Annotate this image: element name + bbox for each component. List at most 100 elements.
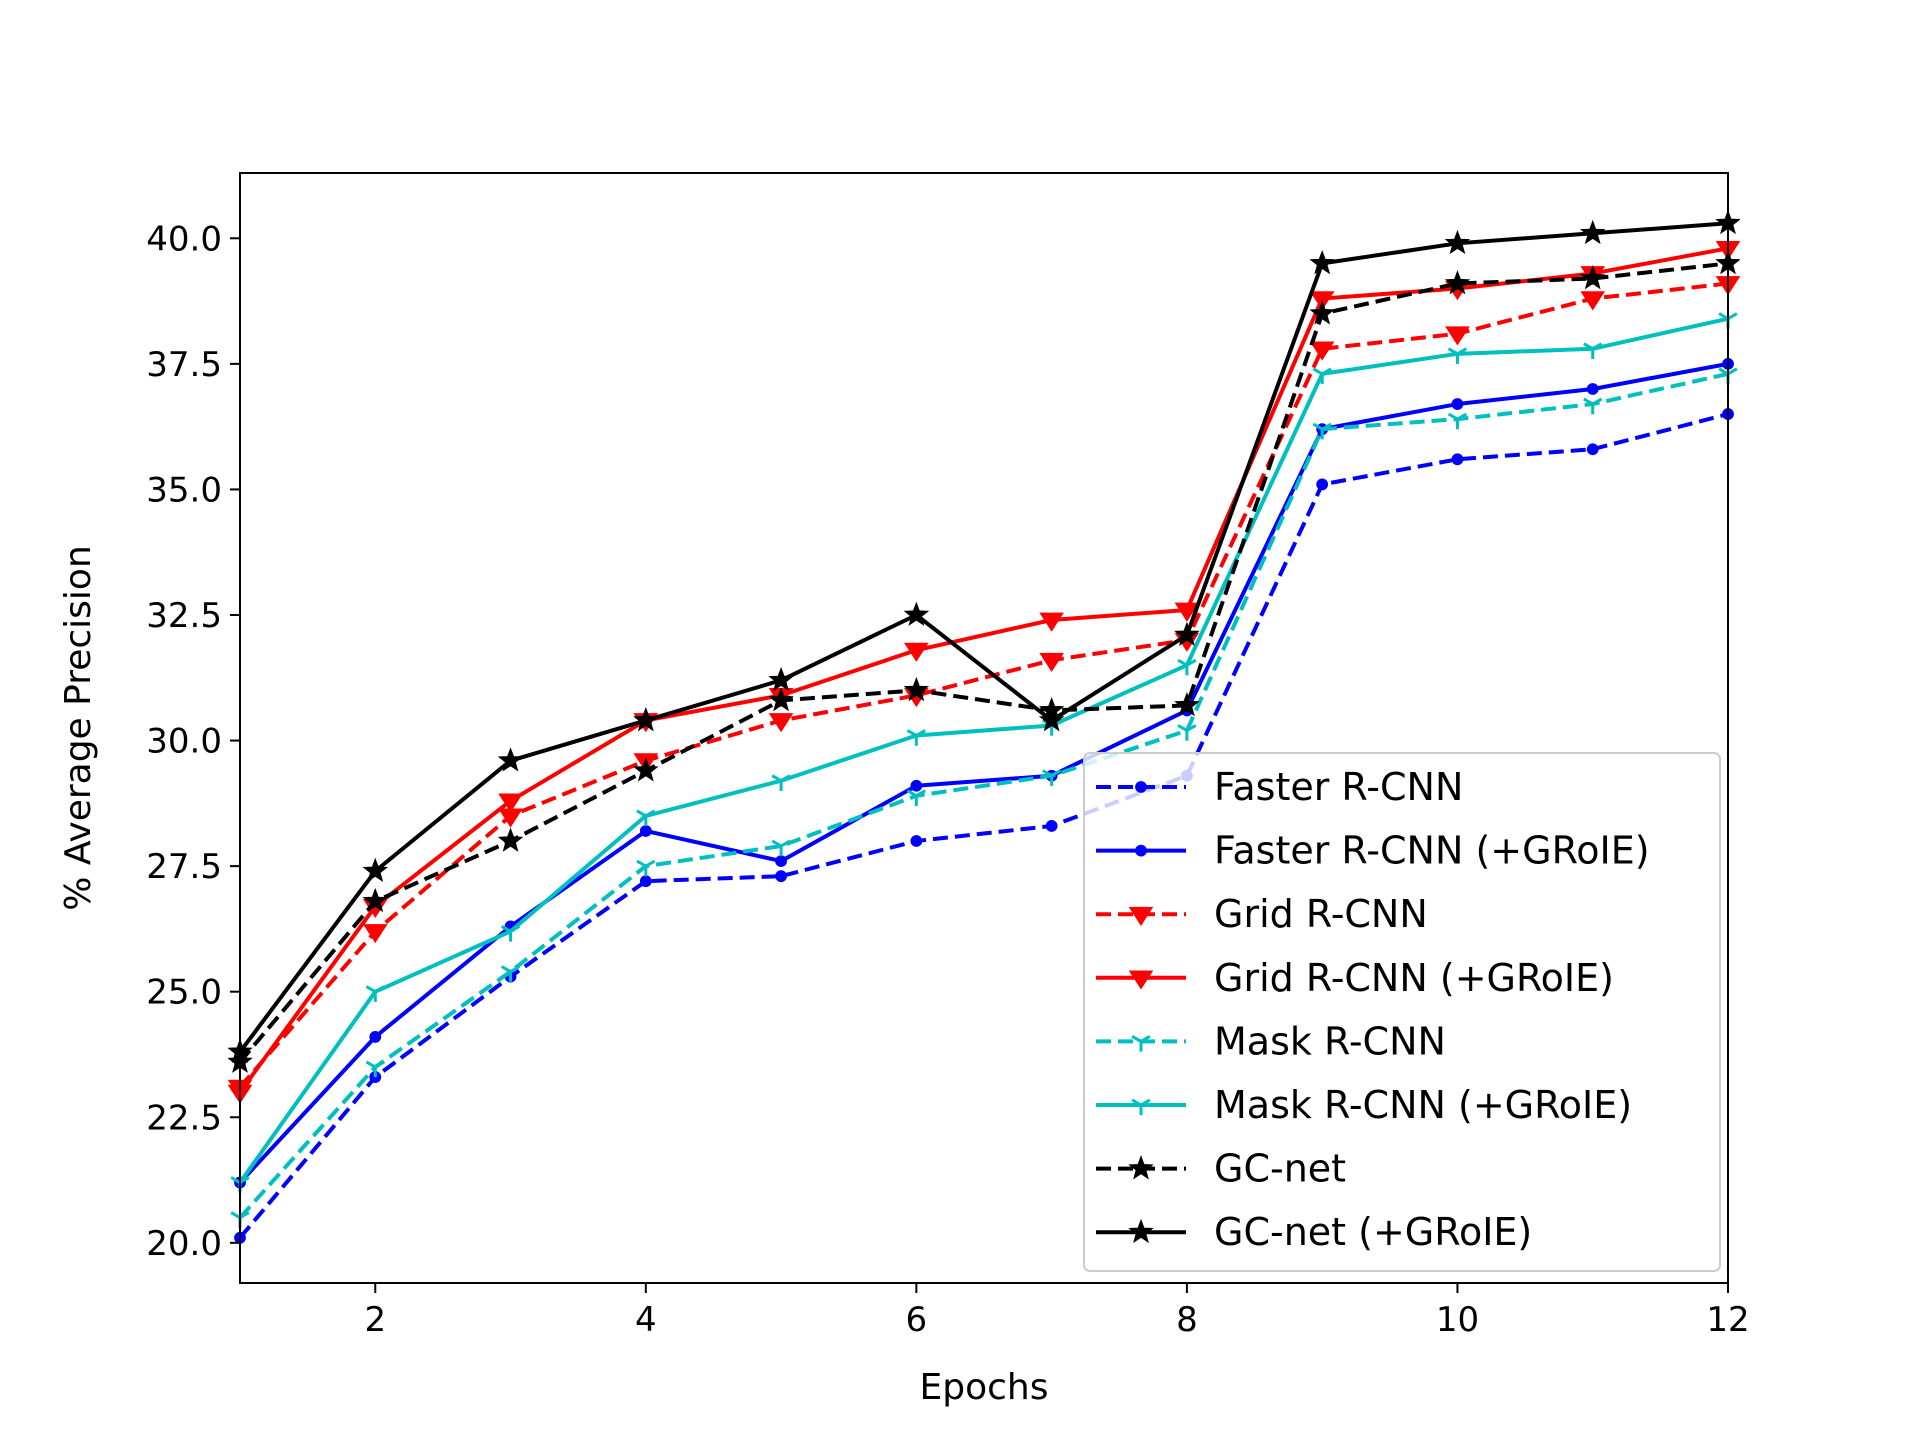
data-point — [910, 779, 923, 792]
data-point — [1177, 724, 1197, 741]
data-point — [633, 757, 659, 782]
data-point — [1580, 291, 1606, 311]
data-point — [500, 925, 521, 942]
legend-marker — [1128, 1218, 1154, 1244]
series-line — [238, 246, 1729, 1094]
data-point — [775, 870, 787, 883]
legend-label: Mask R-CNN (+GRoIE) — [1214, 1083, 1632, 1127]
data-point — [903, 676, 930, 702]
series-5 — [230, 367, 1738, 1228]
data-point — [498, 793, 523, 813]
y-tick-label: 35.0 — [146, 470, 222, 510]
data-point — [1444, 270, 1471, 295]
y-tick-label: 40.0 — [146, 219, 222, 259]
y-tick-label: 27.5 — [146, 847, 222, 887]
legend-marker — [1135, 844, 1147, 857]
series-line — [238, 281, 1729, 1089]
data-point — [768, 666, 794, 692]
series-line — [238, 316, 1729, 1184]
data-point — [1579, 265, 1606, 290]
data-point — [636, 809, 656, 827]
data-point — [1309, 249, 1335, 275]
legend-label: Mask R-CNN — [1214, 1019, 1446, 1063]
data-point — [1045, 820, 1058, 832]
y-tick-label: 22.5 — [146, 1098, 222, 1138]
legend-label: GC-net (+GRoIE) — [1214, 1210, 1532, 1254]
data-point — [639, 875, 652, 888]
legend-label: Grid R-CNN — [1214, 892, 1428, 936]
data-point — [365, 1060, 385, 1078]
data-point — [636, 859, 656, 877]
y-tick-label: 32.5 — [146, 596, 222, 636]
legend-box — [1083, 752, 1721, 1272]
series-line — [238, 261, 1729, 1064]
data-point — [365, 985, 385, 1002]
series-line — [238, 361, 1729, 1184]
data-point — [1039, 652, 1064, 672]
data-point — [1447, 412, 1468, 430]
x-axis-label: Epochs — [920, 1367, 1049, 1408]
series-3 — [228, 276, 1740, 1099]
data-point — [1451, 398, 1464, 410]
legend-label: GC-net — [1214, 1147, 1346, 1191]
data-point — [1174, 602, 1200, 622]
legend-item: Faster R-CNN (+GRoIE) — [1096, 829, 1650, 873]
y-tick-label: 30.0 — [146, 722, 222, 762]
data-point — [1451, 453, 1464, 466]
plot-area — [228, 209, 1740, 1244]
x-tick-label: 2 — [364, 1300, 386, 1340]
data-point — [906, 729, 926, 746]
data-point — [1579, 219, 1606, 245]
data-point — [497, 747, 524, 772]
data-point — [362, 924, 388, 944]
data-point — [1583, 342, 1603, 359]
data-point — [633, 707, 659, 732]
series-line — [238, 221, 1729, 1054]
legend-item: Faster R-CNN — [1096, 765, 1463, 809]
data-point — [771, 774, 791, 791]
data-point — [1583, 397, 1603, 415]
data-point — [1316, 478, 1329, 491]
data-point — [1174, 691, 1200, 717]
data-point — [369, 1030, 382, 1043]
data-point — [1039, 612, 1064, 632]
legend-marker — [1128, 1155, 1154, 1180]
data-point — [771, 839, 791, 857]
data-point — [906, 789, 926, 807]
data-point — [1042, 769, 1062, 786]
y-axis-label: % Average Precision — [58, 545, 99, 911]
legend-marker — [1135, 781, 1147, 793]
legend-marker — [1128, 970, 1154, 990]
x-tick-label: 12 — [1706, 1300, 1749, 1340]
legend-item: Grid R-CNN — [1096, 892, 1428, 936]
legend-label: Faster R-CNN (+GRoIE) — [1214, 829, 1650, 873]
x-tick-label: 4 — [635, 1300, 657, 1340]
legend-item: GC-net — [1096, 1147, 1346, 1191]
data-point — [500, 965, 521, 982]
data-point — [497, 827, 524, 852]
legend-label: Faster R-CNN — [1214, 765, 1463, 809]
legend-item: Mask R-CNN (+GRoIE) — [1096, 1083, 1632, 1127]
data-point — [1444, 229, 1471, 255]
x-tick-label: 6 — [906, 1300, 928, 1340]
data-point — [768, 686, 794, 712]
data-point — [1309, 300, 1335, 325]
data-point — [362, 887, 389, 913]
data-point — [903, 601, 930, 626]
data-point — [1174, 621, 1200, 646]
y-tick-label: 25.0 — [146, 973, 222, 1013]
legend-item: GC-net (+GRoIE) — [1096, 1210, 1532, 1254]
data-point — [1447, 347, 1468, 365]
axis-ticks: 2 4 6 8 10 12 20.0 22.5 25.0 27.5 30.0 32.5 35.0 37.5… — [146, 219, 1749, 1340]
legend-marker — [1131, 1098, 1151, 1116]
data-point — [639, 825, 652, 837]
data-point — [775, 855, 787, 867]
data-point — [1445, 326, 1470, 346]
legend: Faster R-CNN Faster R-CNN (+GRoIE) Grid R-… — [1083, 752, 1721, 1272]
data-point — [1177, 658, 1197, 676]
legend-marker — [1128, 906, 1154, 926]
legend-label: Grid R-CNN (+GRoIE) — [1214, 956, 1614, 1000]
data-point — [1312, 367, 1332, 385]
